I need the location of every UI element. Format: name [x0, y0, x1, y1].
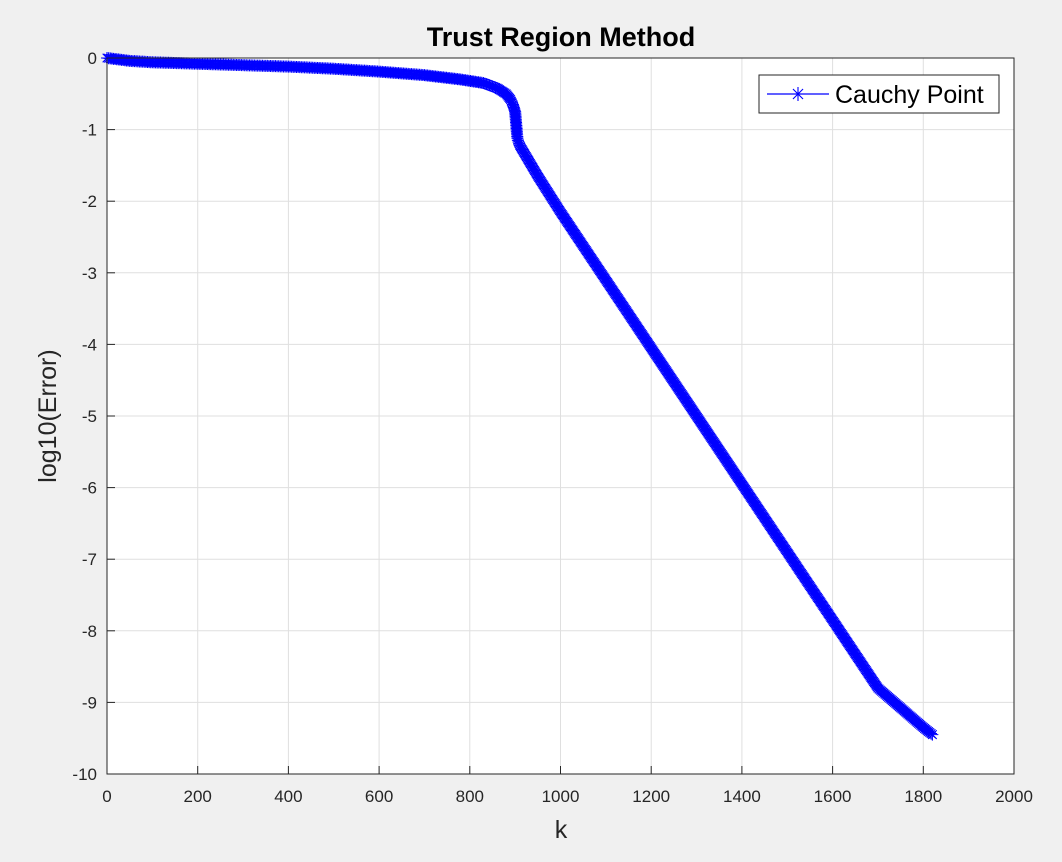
y-tick-label: 0 [88, 49, 97, 68]
y-tick-label: -1 [82, 121, 97, 140]
series-layer [101, 52, 939, 741]
data-point-marker [486, 80, 499, 93]
legend-marker-cauchy-point [791, 87, 805, 101]
data-point-marker [478, 77, 491, 90]
data-point-marker [483, 79, 496, 92]
x-tick-label: 1800 [904, 787, 942, 806]
data-point-marker [926, 728, 939, 741]
x-tick-label: 1000 [542, 787, 580, 806]
data-point-marker [477, 77, 490, 90]
x-tick-label: 400 [274, 787, 302, 806]
y-axis-title: log10(Error) [34, 349, 62, 482]
data-point-marker [484, 79, 497, 92]
x-tick-label: 200 [184, 787, 212, 806]
x-tick-label: 2000 [995, 787, 1033, 806]
data-point-marker [511, 134, 524, 147]
x-axis-title: k [555, 816, 568, 844]
legend-asterisk [791, 87, 805, 101]
data-point-marker [480, 78, 493, 91]
y-tick-label: -6 [82, 479, 97, 498]
x-tick-label: 1400 [723, 787, 761, 806]
y-tick-label: -8 [82, 622, 97, 641]
y-tick-label: -7 [82, 550, 97, 569]
y-tick-label: -2 [82, 192, 97, 211]
x-tick-label: 800 [456, 787, 484, 806]
data-point-marker [513, 137, 526, 150]
series-markers-0 [101, 52, 939, 741]
legend: Cauchy Point [758, 74, 1000, 114]
data-point-marker [487, 80, 500, 93]
data-point-marker [512, 136, 525, 149]
x-tick-label: 0 [102, 787, 111, 806]
data-point-marker [489, 81, 502, 94]
data-point-marker [505, 95, 518, 108]
data-point-marker [504, 93, 517, 106]
x-tick-label: 1200 [632, 787, 670, 806]
y-tick-label: -4 [82, 335, 97, 354]
legend-label-cauchy-point: Cauchy Point [835, 81, 984, 109]
y-tick-label: -10 [72, 765, 97, 784]
y-tick-label: -9 [82, 693, 97, 712]
y-tick-label: -5 [82, 407, 97, 426]
chart-title: Trust Region Method [427, 22, 695, 52]
x-tick-label: 1600 [814, 787, 852, 806]
x-axis: 0 200 400 600 800 1000 1200 1400 1600 1800 2000 [102, 766, 1033, 806]
y-tick-label: -3 [82, 264, 97, 283]
y-axis: 0 -1 -2 -3 -4 -5 -6 -7 -8 -9 -10 [72, 49, 115, 784]
data-point-marker [506, 96, 519, 109]
data-point-marker [481, 78, 494, 91]
x-tick-label: 600 [365, 787, 393, 806]
